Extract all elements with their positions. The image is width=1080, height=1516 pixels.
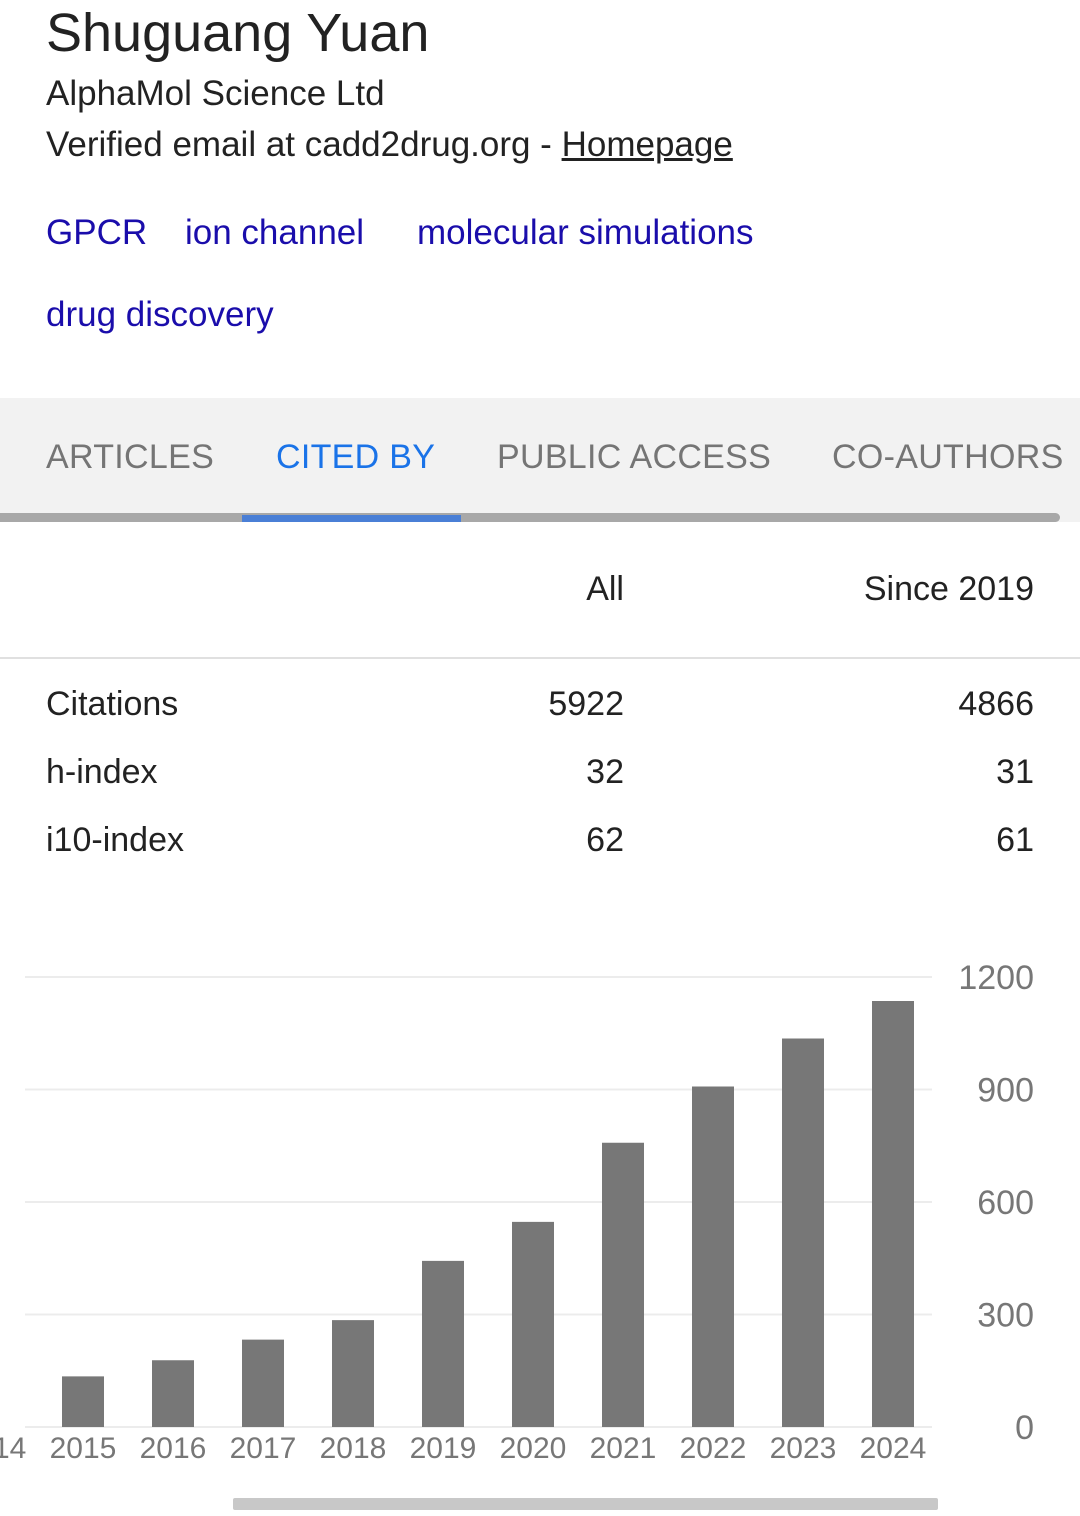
x-tick-label-2021: 2021 — [590, 1432, 657, 1465]
stats-h-index-since: 31 — [996, 753, 1034, 791]
x-tick-label-2019: 2019 — [410, 1432, 477, 1465]
citations-per-year-chart[interactable]: 0 300 600 900 1200 2014 2015 2016 2017 2018 2019 20… — [0, 940, 1080, 1480]
stats-label-citations: Citations — [46, 685, 179, 723]
tab-bar: ARTICLES CITED BY PUBLIC ACCESS CO-AUTHO… — [0, 398, 1080, 522]
tab-articles[interactable]: ARTICLES — [46, 438, 215, 476]
y-tick-label: 0 — [1015, 1409, 1034, 1447]
interest-ion-channel[interactable]: ion channel — [185, 213, 365, 252]
tab-co-authors[interactable]: CO-AUTHORS — [832, 438, 1064, 476]
y-tick-label: 900 — [977, 1072, 1034, 1110]
y-tick-label: 1200 — [958, 959, 1034, 997]
profile-email: Verified email at cadd2drug.org - Homepa… — [46, 125, 733, 165]
stats-i10-index-all: 62 — [586, 821, 624, 859]
bar-2021[interactable] — [602, 1142, 644, 1427]
x-tick-label-2022: 2022 — [680, 1432, 747, 1465]
verified-email-text: Verified email at cadd2drug.org - — [46, 125, 562, 164]
bar-2022[interactable] — [692, 1086, 734, 1428]
stats-header-since: Since 2019 — [863, 570, 1034, 608]
y-tick-label: 600 — [977, 1184, 1034, 1222]
interest-molecular-simulations[interactable]: molecular simulations — [417, 213, 754, 252]
x-tick-label-2016: 2016 — [140, 1432, 207, 1465]
bar-2019[interactable] — [422, 1260, 464, 1427]
stats-i10-index-since: 61 — [996, 821, 1034, 859]
x-tick-label-2020: 2020 — [500, 1432, 567, 1465]
bar-2023[interactable] — [782, 1038, 824, 1428]
tab-public-access[interactable]: PUBLIC ACCESS — [497, 438, 772, 476]
tab-scroll-rail[interactable] — [0, 513, 1060, 522]
stats-label-h-index: h-index — [46, 753, 158, 791]
profile-affiliation: AlphaMol Science Ltd — [46, 74, 385, 113]
bar-2020[interactable] — [512, 1221, 554, 1427]
bar-2018[interactable] — [332, 1320, 374, 1427]
bar-2015[interactable] — [62, 1376, 104, 1427]
x-tick-label-2014: 2014 — [0, 1432, 26, 1465]
y-tick-label: 300 — [977, 1297, 1034, 1335]
stats-h-index-all: 32 — [586, 753, 624, 791]
profile-name: Shuguang Yuan — [46, 3, 430, 63]
x-tick-label-2015: 2015 — [50, 1432, 117, 1465]
stats-citations-all: 5922 — [548, 685, 624, 723]
chart-horizontal-scrollbar[interactable] — [233, 1498, 938, 1510]
stats-divider — [0, 657, 1080, 659]
active-tab-indicator — [242, 515, 461, 522]
bar-2024[interactable] — [872, 1001, 914, 1427]
bar-2017[interactable] — [242, 1339, 284, 1427]
interest-drug-discovery[interactable]: drug discovery — [46, 295, 274, 334]
homepage-link[interactable]: Homepage — [561, 125, 733, 164]
bar-2016[interactable] — [152, 1360, 194, 1427]
stats-header-all: All — [586, 570, 624, 608]
interest-gpcr[interactable]: GPCR — [46, 213, 148, 252]
x-tick-label-2023: 2023 — [770, 1432, 837, 1465]
stats-label-i10-index: i10-index — [46, 821, 184, 859]
x-tick-label-2024: 2024 — [860, 1432, 927, 1465]
tab-cited-by[interactable]: CITED BY — [276, 438, 436, 476]
x-tick-label-2017: 2017 — [230, 1432, 297, 1465]
x-tick-label-2018: 2018 — [320, 1432, 387, 1465]
citations-chart-svg: 0 300 600 900 1200 2014 2015 2016 2017 2018 2019 20… — [0, 959, 1034, 1465]
stats-citations-since: 4866 — [958, 685, 1034, 723]
